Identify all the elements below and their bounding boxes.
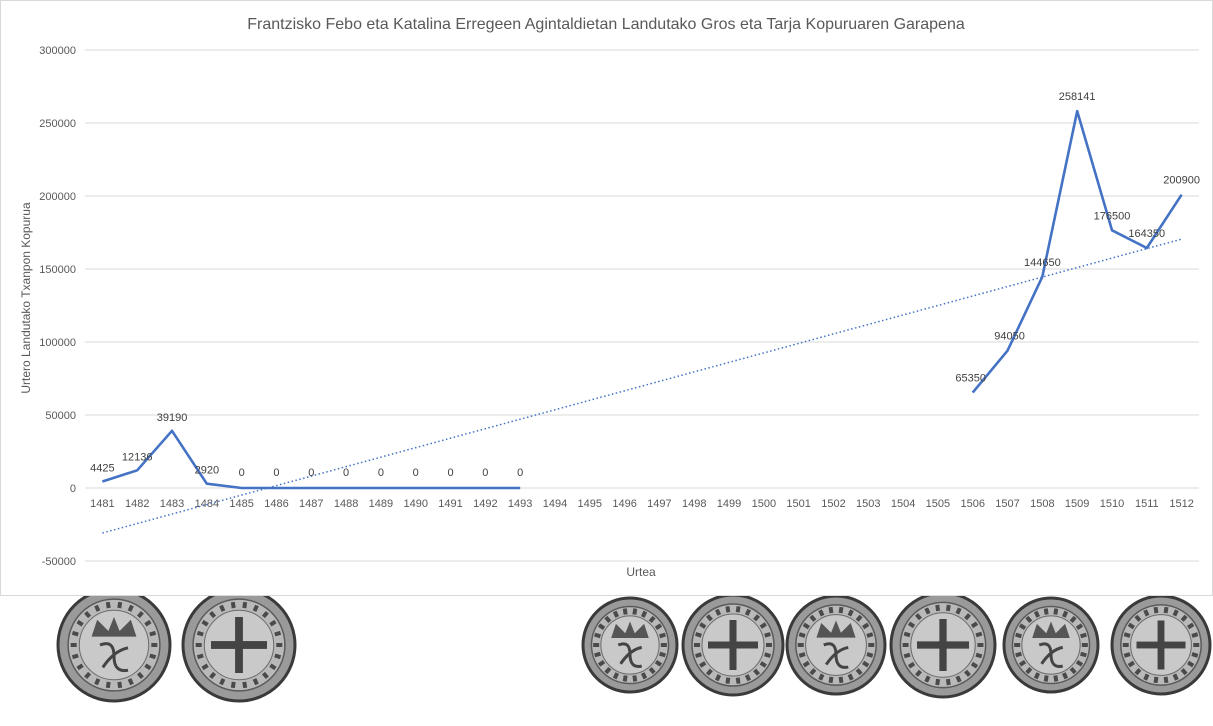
y-tick-label: 150000: [39, 264, 76, 276]
x-tick-label: 1505: [926, 498, 950, 510]
data-label: 0: [308, 467, 314, 479]
x-tick-label: 1481: [90, 498, 114, 510]
x-tick-label: 1495: [578, 498, 602, 510]
data-label: 0: [343, 467, 349, 479]
x-tick-label: 1500: [752, 498, 776, 510]
data-label: 0: [413, 467, 419, 479]
trendline-layer: [102, 238, 1182, 534]
data-label: 12136: [122, 451, 153, 463]
data-label: 39190: [157, 412, 188, 424]
coin-obverse-icon: [581, 596, 679, 694]
data-label: 0: [447, 467, 453, 479]
coin-reverse-icon: [1110, 594, 1212, 696]
data-label: 2920: [195, 465, 219, 477]
y-tick-label: 250000: [39, 118, 76, 130]
data-label: 0: [482, 467, 488, 479]
x-tick-label: 1497: [647, 498, 671, 510]
data-label: 94050: [994, 331, 1025, 343]
data-label: 258141: [1059, 91, 1096, 103]
trendline: [102, 238, 1182, 534]
coin-obverse-icon: [1002, 596, 1100, 694]
y-axis-title: Urtero Landutako Txanpon Kopurua: [19, 202, 33, 394]
coin-obverse-icon: [56, 587, 172, 703]
series-line: [102, 429, 521, 490]
x-tick-label: 1512: [1169, 498, 1193, 510]
data-label: 0: [517, 467, 523, 479]
x-tick-label: 1492: [473, 498, 497, 510]
data-label: 164350: [1128, 228, 1165, 240]
x-tick-label: 1498: [682, 498, 706, 510]
x-axis-ticks: 1481148214831484148514861487148814891490…: [90, 498, 1194, 510]
coin-reverse-icon: [181, 587, 297, 703]
data-label: 0: [378, 467, 384, 479]
x-tick-label: 1488: [334, 498, 358, 510]
x-tick-label: 1501: [786, 498, 810, 510]
x-tick-label: 1490: [403, 498, 427, 510]
y-tick-label: 200000: [39, 191, 76, 203]
x-tick-label: 1499: [717, 498, 741, 510]
data-label: 200900: [1163, 175, 1200, 187]
x-tick-label: 1482: [125, 498, 149, 510]
x-tick-label: 1489: [369, 498, 393, 510]
y-tick-label: -50000: [42, 556, 76, 568]
x-tick-label: 1496: [612, 498, 636, 510]
y-tick-label: 50000: [45, 410, 76, 422]
coin-reverse-icon: [889, 591, 997, 699]
x-tick-label: 1483: [160, 498, 184, 510]
series-layer: [102, 109, 1183, 490]
x-tick-label: 1502: [821, 498, 845, 510]
gridlines: [85, 49, 1199, 562]
y-tick-label: 100000: [39, 337, 76, 349]
data-label: 65350: [955, 373, 986, 385]
x-tick-label: 1487: [299, 498, 323, 510]
coin-obverse-icon: [785, 594, 887, 696]
x-tick-label: 1491: [438, 498, 462, 510]
x-tick-label: 1504: [891, 498, 915, 510]
y-axis-ticks: -50000 0 50000 100000 150000 200000 250000 3000…: [39, 45, 76, 568]
x-tick-label: 1508: [1030, 498, 1054, 510]
x-tick-label: 1494: [543, 498, 567, 510]
coin-reverse-icon: [681, 593, 785, 697]
x-tick-label: 1493: [508, 498, 532, 510]
x-tick-label: 1485: [229, 498, 253, 510]
data-label: 4425: [90, 463, 114, 475]
coin-images-strip: [0, 587, 1213, 721]
x-tick-label: 1511: [1135, 498, 1159, 510]
x-axis-title: Urtea: [626, 565, 656, 579]
x-tick-label: 1486: [264, 498, 288, 510]
chart-title: Frantzisko Febo eta Katalina Erregeen Ag…: [247, 16, 965, 33]
coin-images: [56, 587, 1212, 703]
data-label: 144650: [1024, 257, 1061, 269]
line-chart: Frantzisko Febo eta Katalina Erregeen Ag…: [19, 16, 1200, 579]
data-label: 0: [239, 467, 245, 479]
x-tick-label: 1503: [856, 498, 880, 510]
x-tick-label: 1509: [1065, 498, 1089, 510]
chart-area: Frantzisko Febo eta Katalina Erregeen Ag…: [0, 0, 1213, 596]
data-labels: 4425 12136 39190 2920 0 0 0 0 0 0 0 0 0 65350 94050 144…: [90, 91, 1200, 479]
x-tick-label: 1510: [1100, 498, 1124, 510]
series-line: [971, 109, 1183, 394]
x-tick-label: 1506: [960, 498, 984, 510]
x-tick-label: 1507: [995, 498, 1019, 510]
data-label: 176500: [1094, 210, 1131, 222]
data-label: 0: [273, 467, 279, 479]
y-tick-label: 0: [70, 483, 76, 495]
y-tick-label: 300000: [39, 45, 76, 57]
